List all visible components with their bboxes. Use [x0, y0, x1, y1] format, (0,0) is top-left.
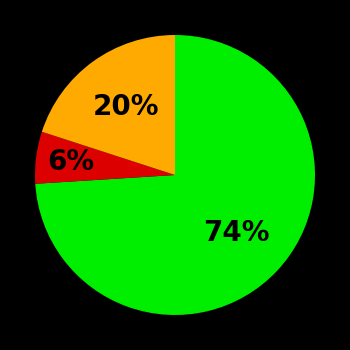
Wedge shape [42, 35, 175, 175]
Wedge shape [35, 132, 175, 184]
Text: 20%: 20% [92, 93, 159, 121]
Text: 6%: 6% [47, 148, 94, 176]
Text: 74%: 74% [203, 218, 270, 246]
Wedge shape [35, 35, 315, 315]
